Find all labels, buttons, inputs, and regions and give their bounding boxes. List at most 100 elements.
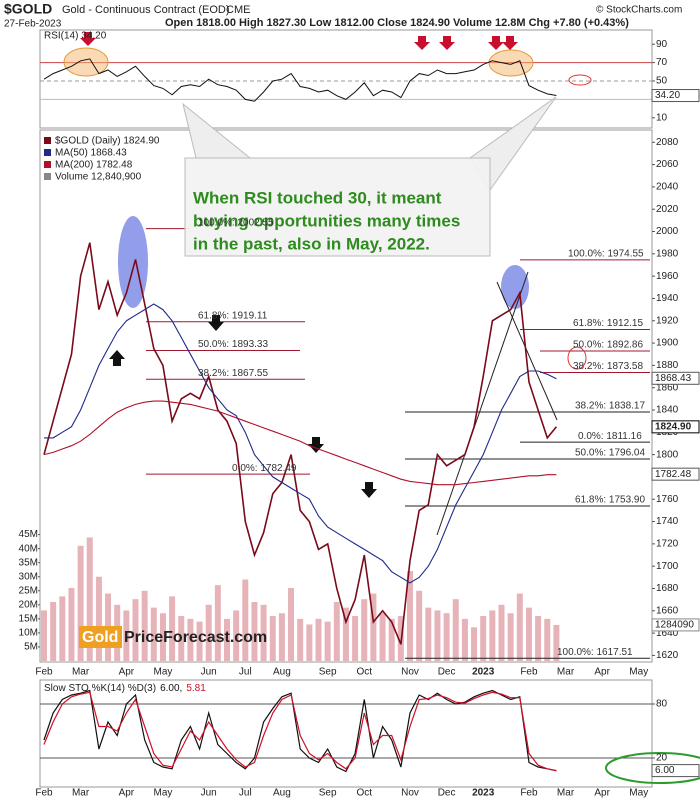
volume-bar xyxy=(498,604,505,661)
callout-text: buying opportunities many times xyxy=(193,211,460,230)
volume-bar xyxy=(471,627,478,661)
y-tick-label: 1700 xyxy=(656,561,679,572)
volume-bar xyxy=(214,585,221,661)
fib-label: 61.8%: 1919.11 xyxy=(198,310,268,321)
rsi-frame xyxy=(39,29,653,129)
y-tick-label: 1860 xyxy=(656,382,679,393)
arrows xyxy=(80,32,518,50)
callout-tail xyxy=(182,102,252,159)
volume-bar xyxy=(516,593,523,661)
instrument-name: Gold - Continuous Contract (EOD) xyxy=(62,4,230,16)
fib-label: 38.2%: 1867.55 xyxy=(198,368,268,379)
x-tick-label: Jul xyxy=(239,667,252,678)
volume-bar xyxy=(361,599,368,661)
y-tick-label: 1640 xyxy=(656,628,679,639)
y-tick-label: 1840 xyxy=(656,405,679,416)
value-tag: 34.20 xyxy=(655,90,680,101)
volume-bar xyxy=(288,587,295,661)
x-tick-label: Apr xyxy=(119,788,135,799)
down-arrow xyxy=(208,315,224,331)
fib-label: 50.0%: 1893.33 xyxy=(198,339,268,350)
quote: Open 1818.00 High 1827.30 Low 1812.00 Cl… xyxy=(165,17,629,29)
volume-bar xyxy=(324,621,331,661)
x-tick-label: Oct xyxy=(356,667,372,678)
x-tick-label: 2023 xyxy=(472,667,495,678)
x-tick-label: 2023 xyxy=(472,788,495,799)
fib-label: 61.8%: 1912.15 xyxy=(573,318,643,329)
volume-bar xyxy=(132,599,139,661)
volume-bar xyxy=(77,545,84,661)
fib-label: 100.0%: 1617.51 xyxy=(557,647,633,658)
x-tick-label: Jul xyxy=(239,788,252,799)
y-tick-label: 1800 xyxy=(656,449,679,460)
date: 27-Feb-2023 xyxy=(4,19,62,30)
volume-bar xyxy=(452,599,459,661)
y2-tick-label: 15M xyxy=(19,613,38,624)
legend-label: MA(200) 1782.48 xyxy=(55,160,133,171)
x-tick-label: Mar xyxy=(557,667,575,678)
volume-bar xyxy=(443,613,450,661)
value-tag-box xyxy=(651,420,700,434)
legend-label: 5.81 xyxy=(186,683,206,694)
y-tick-label: 1660 xyxy=(656,605,679,616)
x-tick-label: Nov xyxy=(401,667,419,678)
y-tick-label: 10 xyxy=(656,112,668,123)
volume-bar xyxy=(388,618,395,661)
moving-average xyxy=(43,400,557,486)
volume-bar xyxy=(278,613,285,661)
x-tick-label: Feb xyxy=(520,667,538,678)
legend-swatch xyxy=(44,173,51,180)
y-tick-label: 1740 xyxy=(656,516,679,527)
volume-bar xyxy=(251,602,258,661)
trend-line xyxy=(436,271,529,536)
value-tag-box xyxy=(651,764,700,778)
y2-tick-label: 20M xyxy=(19,599,38,610)
highlight xyxy=(605,752,700,784)
volume-bar xyxy=(178,616,185,661)
background-layer xyxy=(40,62,652,759)
legend-label: Volume 12,840,900 xyxy=(55,172,142,183)
legend-label: 6.00, xyxy=(160,683,182,694)
exchange: CME xyxy=(226,4,250,16)
volume-bar xyxy=(68,587,75,661)
down-arrow xyxy=(80,32,96,46)
sto-line xyxy=(43,689,557,773)
x-tick-label: Sep xyxy=(319,788,337,799)
x-tick-label: Apr xyxy=(119,667,135,678)
volume-bar xyxy=(461,618,468,661)
volume-bar xyxy=(269,616,276,661)
volume-bar xyxy=(315,618,322,661)
down-arrow xyxy=(439,36,455,50)
volume-bar xyxy=(159,613,166,661)
value-tag: 1824.90 xyxy=(655,421,692,432)
panel-title: RSI(14) 34.20 xyxy=(44,31,107,42)
x-tick-label: Apr xyxy=(594,667,610,678)
y-tick-label: 1900 xyxy=(656,338,679,349)
x-tick-label: Jun xyxy=(201,788,217,799)
volume-bar xyxy=(333,602,340,661)
callout-text: When RSI touched 30, it meant xyxy=(193,188,442,207)
legend-label: $GOLD (Daily) 1824.90 xyxy=(55,136,160,147)
value-tag: 1284090 xyxy=(655,620,694,631)
y2-tick-label: 40M xyxy=(19,543,38,554)
down-arrow xyxy=(361,482,377,498)
sto-frame xyxy=(39,679,653,788)
highlight xyxy=(488,49,534,77)
legend-swatch xyxy=(44,161,51,168)
volume-bar xyxy=(187,618,194,661)
y-tick-label: 50 xyxy=(656,76,668,87)
down-arrow xyxy=(308,437,324,453)
volume-bar xyxy=(425,607,432,661)
x-tick-label: Aug xyxy=(273,667,291,678)
x-tick-label: Feb xyxy=(35,788,53,799)
value-tag-box xyxy=(651,618,700,632)
y-tick-label: 2080 xyxy=(656,137,679,148)
fib-label: 100.0%: 2002.55 xyxy=(198,217,274,228)
callout-box xyxy=(184,157,491,257)
y-tick-label: 1940 xyxy=(656,293,679,304)
logo: Gold xyxy=(82,629,118,646)
volume-bar xyxy=(416,590,423,661)
volume-bar xyxy=(242,579,249,661)
x-tick-label: Mar xyxy=(72,667,90,678)
y-tick-label: 2040 xyxy=(656,182,679,193)
